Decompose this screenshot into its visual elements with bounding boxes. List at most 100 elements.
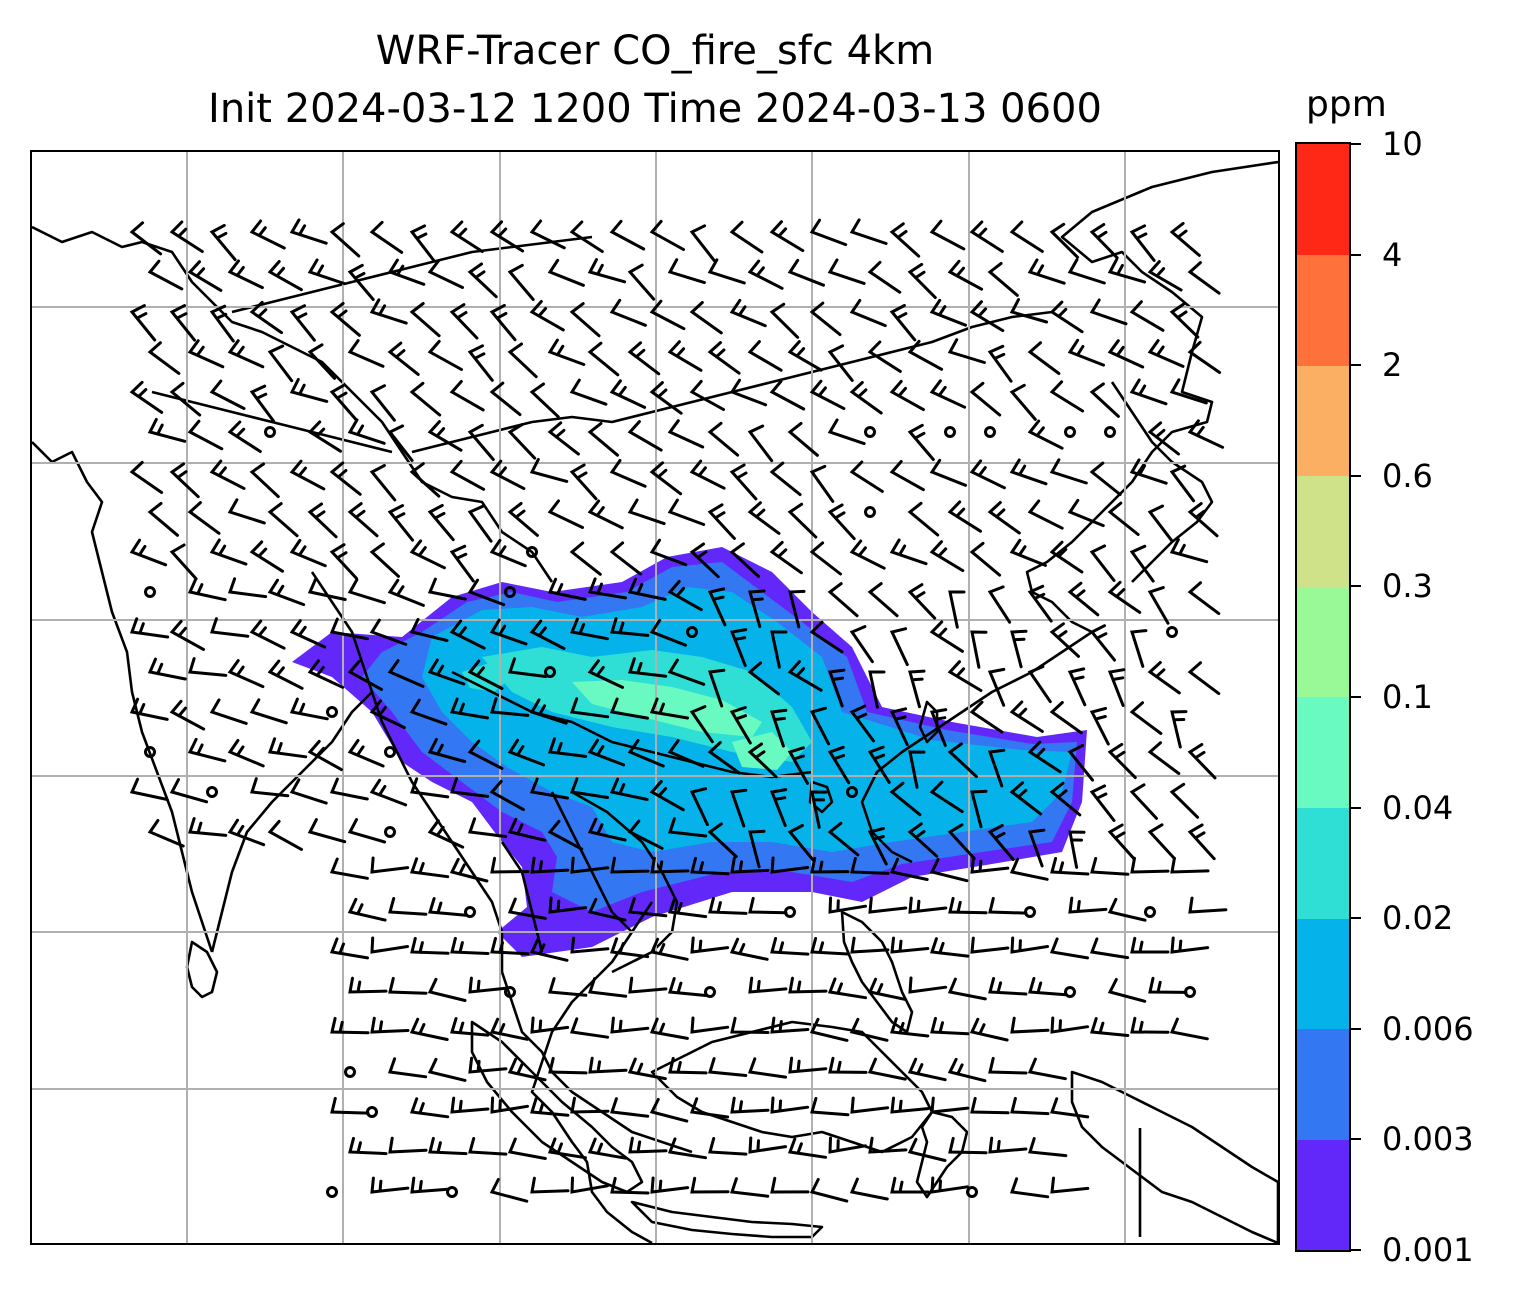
wind-barb	[249, 540, 284, 573]
wind-barb	[489, 220, 525, 253]
wind-barb	[708, 896, 748, 915]
wind-barb	[147, 259, 184, 291]
wind-barb	[587, 421, 619, 457]
wind-barb	[649, 538, 688, 567]
wind-barb	[489, 459, 526, 491]
wind-barb	[689, 1097, 730, 1119]
wind-barb	[729, 788, 748, 828]
wind-barb	[707, 822, 738, 859]
wind-barb	[289, 459, 326, 491]
wind-barb	[1049, 458, 1088, 485]
wind-barb	[929, 379, 967, 409]
wind-barb	[547, 577, 587, 601]
wind-barb	[948, 1136, 988, 1155]
wind-barb	[987, 344, 1013, 383]
wind-barb	[289, 218, 328, 245]
wind-barb	[1107, 742, 1137, 780]
wind-barb	[1027, 258, 1066, 285]
colorbar-segment	[1297, 254, 1349, 366]
map-canvas	[32, 152, 1278, 1243]
coastline-bay-bengal	[210, 691, 373, 953]
wind-barb	[747, 661, 780, 696]
wind-barb	[929, 219, 966, 251]
wind-barb	[610, 856, 650, 874]
wind-barb	[787, 1137, 828, 1159]
wind-barb	[489, 1017, 529, 1041]
wind-barb	[1009, 220, 1044, 253]
colorbar-tick	[1351, 253, 1361, 256]
colorbar-tick-label: 4	[1382, 235, 1403, 274]
wind-barb	[969, 700, 1004, 734]
wind-barb	[988, 977, 1028, 996]
wind-barb	[1147, 823, 1176, 860]
wind-barb	[348, 976, 388, 994]
coastline-vietnam	[571, 790, 679, 974]
colorbar-tick-label: 0.02	[1382, 899, 1454, 938]
wind-barb	[227, 420, 262, 453]
wind-barb	[770, 1096, 810, 1114]
wind-barb	[729, 628, 748, 667]
wind-barb	[1147, 504, 1174, 543]
wind-barb	[209, 304, 235, 343]
wind-barb	[889, 538, 928, 566]
calm-wind-marker	[944, 426, 956, 438]
wind-barb	[1187, 340, 1222, 374]
wind-barb	[1068, 830, 1086, 869]
wind-barb	[690, 1016, 730, 1034]
wind-barb	[547, 421, 580, 456]
wind-barb	[547, 1137, 587, 1160]
wind-barb	[1169, 1017, 1209, 1041]
colorbar-tick-label: 0.006	[1382, 1009, 1474, 1048]
wind-barb	[468, 1137, 508, 1156]
wind-barb	[747, 340, 783, 372]
wind-barb	[227, 739, 265, 768]
calm-wind-marker	[784, 906, 796, 918]
wind-barb	[970, 789, 988, 829]
wind-barb	[809, 541, 842, 576]
calm-wind-marker	[504, 586, 516, 598]
wind-barb	[890, 936, 930, 954]
wind-barb	[690, 936, 730, 954]
calm-wind-marker	[384, 826, 396, 838]
wind-barb	[1089, 382, 1120, 418]
wind-barb	[1027, 584, 1053, 623]
wind-barb	[1089, 624, 1116, 662]
wind-barb	[628, 897, 668, 918]
wind-barb	[188, 817, 228, 837]
wind-barb	[889, 304, 917, 342]
wind-barb	[169, 462, 200, 499]
wind-barb	[468, 976, 508, 994]
colorbar-segment	[1297, 144, 1349, 256]
calm-wind-marker	[366, 1106, 378, 1118]
wind-barb	[1028, 1137, 1068, 1158]
wind-barb	[970, 856, 1010, 874]
colorbar-tick	[1351, 1249, 1361, 1251]
map-panel	[30, 150, 1280, 1245]
wind-barb	[1049, 937, 1089, 960]
wind-barb	[787, 502, 818, 539]
wind-barb	[1067, 338, 1105, 367]
calm-wind-marker	[1064, 986, 1076, 998]
wind-barb	[129, 617, 170, 639]
wind-barb	[707, 421, 740, 457]
wind-barb	[467, 504, 493, 543]
wind-barb	[169, 778, 209, 804]
wind-barb	[1009, 298, 1049, 324]
wind-barb	[529, 219, 566, 250]
wind-barb	[1187, 823, 1216, 861]
colorbar-tick-label: 0.04	[1382, 788, 1454, 827]
border-west	[310, 571, 374, 693]
wind-barb	[1009, 700, 1044, 733]
wind-barb	[369, 542, 400, 578]
wind-barb	[329, 937, 369, 960]
wind-barb	[1089, 298, 1128, 326]
coastline-borneo	[650, 1020, 934, 1154]
wind-barb	[587, 341, 620, 377]
wind-barb	[907, 501, 940, 537]
wind-barb	[409, 777, 450, 799]
wind-barb	[1147, 260, 1183, 292]
wind-barb	[449, 857, 489, 883]
coastline-china-east	[860, 160, 1278, 864]
wind-barb	[828, 896, 867, 914]
wind-barb	[489, 618, 528, 646]
